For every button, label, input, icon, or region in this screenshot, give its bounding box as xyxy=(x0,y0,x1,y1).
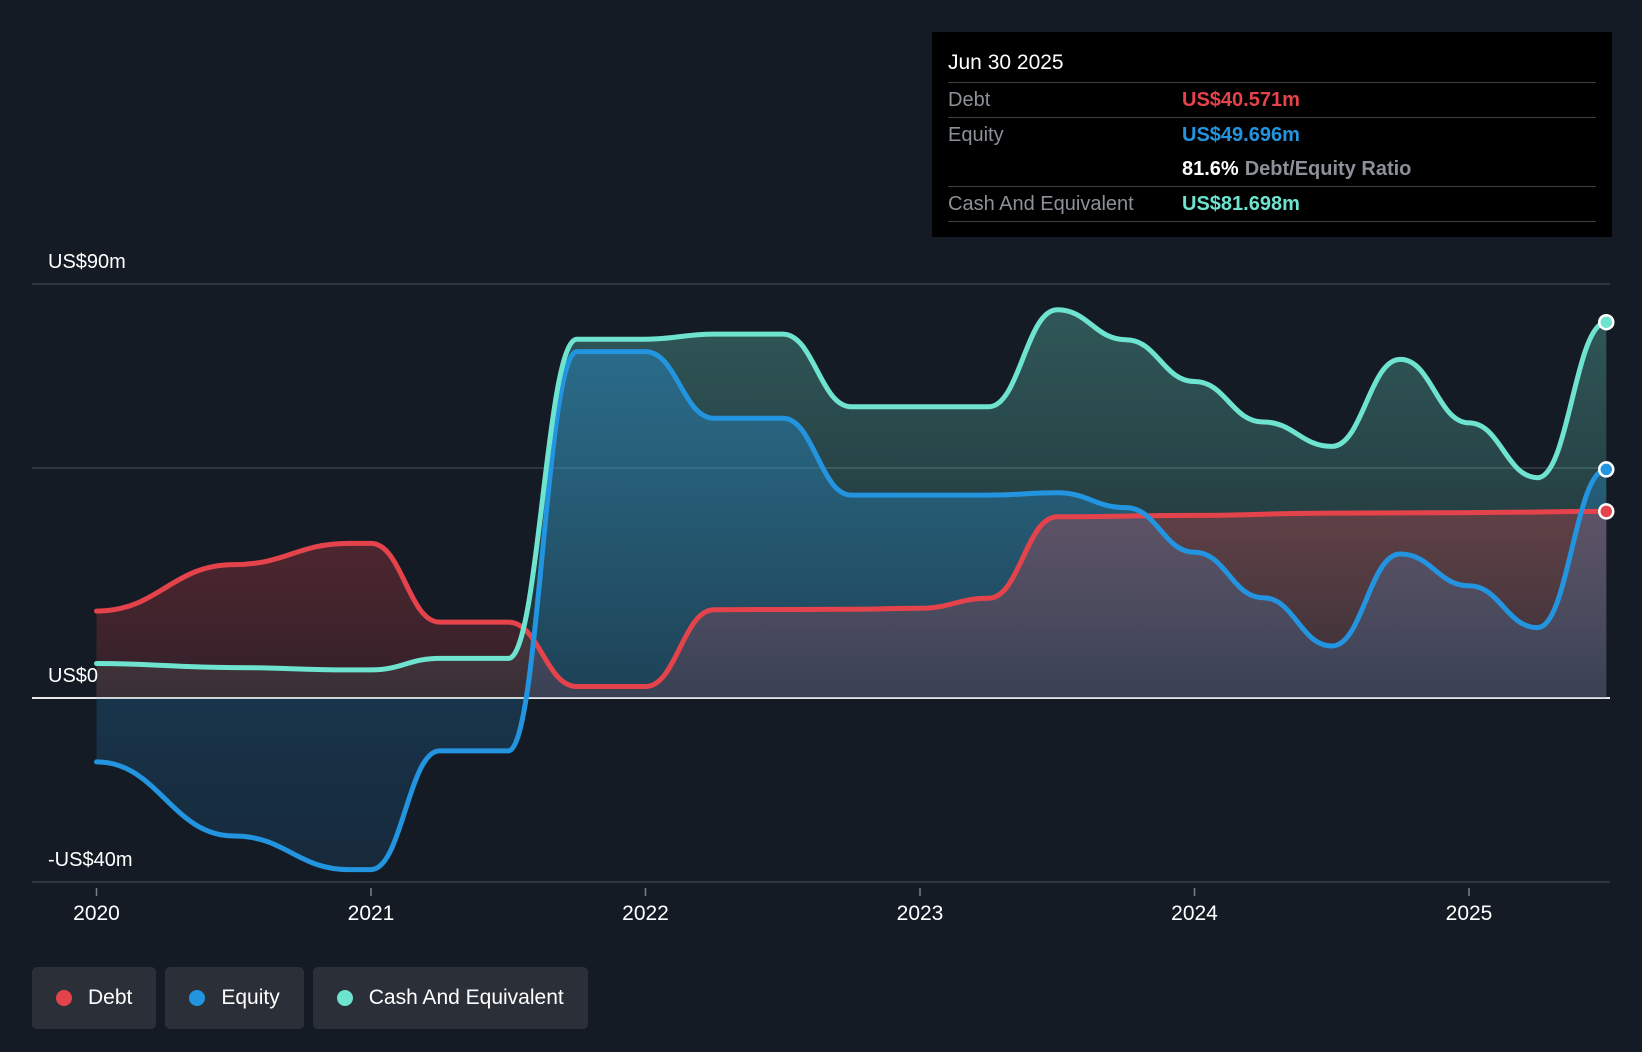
legend-debt-label: Debt xyxy=(88,986,133,1009)
x-tick-label: 2022 xyxy=(622,902,669,925)
tooltip-ratio-row: 81.6% Debt/Equity Ratio xyxy=(948,152,1596,187)
tooltip-debt-value: US$40.571m xyxy=(1182,89,1300,111)
tooltip-equity-row: Equity US$49.696m xyxy=(948,118,1596,152)
tooltip-cash-value: US$81.698m xyxy=(1182,193,1300,215)
legend-equity-label: Equity xyxy=(221,986,280,1009)
cash-line xyxy=(94,307,1609,673)
debt-line xyxy=(94,508,1609,689)
debt-area xyxy=(96,511,1607,698)
series-lines xyxy=(94,307,1609,873)
tooltip-panel: Jun 30 2025 Debt US$40.571m Equity US$49… xyxy=(932,32,1612,237)
chart-legend: Debt Equity Cash And Equivalent xyxy=(32,967,588,1029)
y-tick-label: US$0 xyxy=(48,665,98,687)
tooltip-equity-label: Equity xyxy=(948,124,1004,146)
cash-endpoint xyxy=(1598,313,1615,331)
legend-item-equity[interactable]: Equity xyxy=(165,967,304,1029)
legend-cash-label: Cash And Equivalent xyxy=(368,986,564,1009)
x-tick-label: 2021 xyxy=(348,902,395,925)
axis-labels: US$90m US$0 -US$40m 2020 2021 2022 2023 2024 202… xyxy=(48,251,1492,925)
equity-dot-icon xyxy=(189,990,206,1006)
y-tick-label: -US$40m xyxy=(48,849,132,871)
tooltip-debt-row: Debt US$40.571m xyxy=(948,83,1596,118)
equity-endpoint xyxy=(1598,461,1615,478)
debt-endpoint xyxy=(1598,503,1615,520)
tooltip-debt-label: Debt xyxy=(948,89,991,111)
tooltip-equity-value: US$49.696m xyxy=(1182,124,1300,146)
cash-dot-icon xyxy=(336,990,353,1006)
x-tick-label: 2023 xyxy=(897,902,944,925)
tooltip-cash-label: Cash And Equivalent xyxy=(948,193,1134,215)
tooltip-ratio-value: 81.6% xyxy=(1182,158,1239,180)
x-tick-label: 2020 xyxy=(73,902,120,925)
legend-item-debt[interactable]: Debt xyxy=(32,967,157,1029)
y-tick-label: US$90m xyxy=(48,251,126,273)
equity-line xyxy=(94,349,1609,873)
legend-item-cash[interactable]: Cash And Equivalent xyxy=(312,967,588,1029)
tooltip-ratio-label: Debt/Equity Ratio xyxy=(1244,158,1412,180)
debt-dot-icon xyxy=(56,990,72,1006)
x-tick-label: 2025 xyxy=(1446,902,1493,925)
x-tick-label: 2024 xyxy=(1171,902,1218,925)
tooltip-date: Jun 30 2025 xyxy=(948,44,1596,83)
series-endpoints xyxy=(1598,313,1615,520)
tooltip-cash-row: Cash And Equivalent US$81.698m xyxy=(948,187,1596,222)
